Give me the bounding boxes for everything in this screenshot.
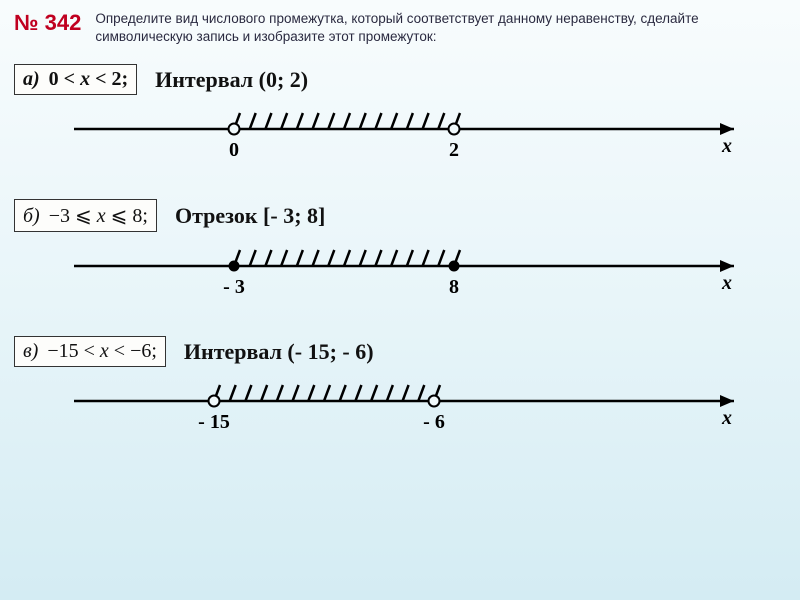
interval-answer: Интервал (0; 2) bbox=[155, 68, 308, 92]
header: № 342 Определите вид числового промежутк… bbox=[0, 0, 800, 46]
item-letter: а) bbox=[23, 68, 40, 90]
inequality-box: б) −3 ⩽ x ⩽ 8; bbox=[14, 199, 157, 232]
item-letter: б) bbox=[23, 205, 40, 227]
tick-label-b: 2 bbox=[449, 139, 459, 162]
x-axis-label: x bbox=[722, 135, 732, 158]
inequality-text: 0 < x < 2; bbox=[49, 68, 128, 90]
item-letter: в) bbox=[23, 340, 38, 362]
x-axis-label: x bbox=[722, 407, 732, 430]
inequality-text: −15 < x < −6; bbox=[47, 340, 157, 362]
inequality-row: б) −3 ⩽ x ⩽ 8; Отрезок [- 3; 8] bbox=[14, 199, 786, 232]
tick-label-b: 8 bbox=[449, 276, 459, 299]
tick-label-a: - 15 bbox=[198, 411, 230, 434]
number-line: - 15 - 6 x bbox=[14, 373, 786, 453]
inequality-row: а) 0 < x < 2; Интервал (0; 2) bbox=[14, 64, 786, 95]
sections-container: а) 0 < x < 2;Интервал (0; 2)02xб) −3 ⩽ x… bbox=[0, 64, 800, 453]
section: в) −15 < x < −6; Интервал (- 15; - 6) - 15… bbox=[0, 336, 800, 453]
inequality-box: а) 0 < x < 2; bbox=[14, 64, 137, 95]
interval-answer: Отрезок [- 3; 8] bbox=[175, 204, 325, 228]
interval-answer: Интервал (- 15; - 6) bbox=[184, 340, 374, 364]
inequality-text: −3 ⩽ x ⩽ 8; bbox=[49, 205, 148, 227]
number-line: - 3 8 x bbox=[14, 238, 786, 318]
tick-label-a: 0 bbox=[229, 139, 239, 162]
section: а) 0 < x < 2; Интервал (0; 2) 0 2 x bbox=[0, 64, 800, 181]
number-line: 0 2 x bbox=[14, 101, 786, 181]
inequality-row: в) −15 < x < −6; Интервал (- 15; - 6) bbox=[14, 336, 786, 367]
tick-label-a: - 3 bbox=[223, 276, 245, 299]
tick-label-b: - 6 bbox=[423, 411, 445, 434]
inequality-box: в) −15 < x < −6; bbox=[14, 336, 166, 367]
section: б) −3 ⩽ x ⩽ 8; Отрезок [- 3; 8] - 3 8 x bbox=[0, 199, 800, 318]
x-axis-label: x bbox=[722, 272, 732, 295]
problem-text: Определите вид числового промежутка, кот… bbox=[95, 10, 786, 46]
problem-number: № 342 bbox=[14, 10, 81, 36]
